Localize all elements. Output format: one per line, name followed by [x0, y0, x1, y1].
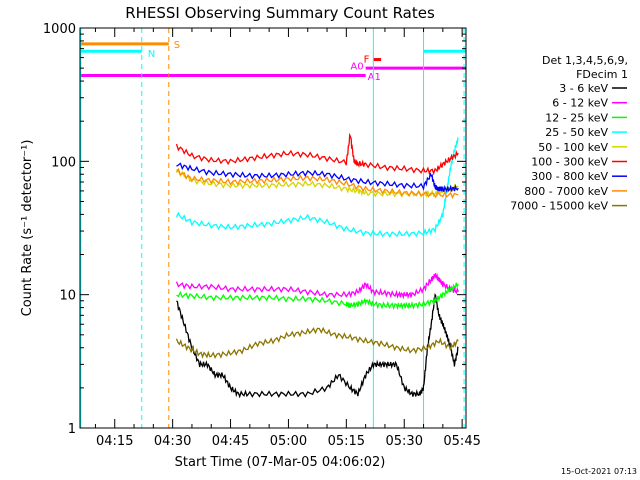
- legend-label: 800 - 7000 keV: [524, 185, 608, 198]
- series-line: [175, 326, 459, 359]
- y-tick-label: 10: [59, 289, 76, 304]
- flag-label: N: [148, 49, 155, 60]
- series-line: [175, 167, 459, 200]
- flag-label: A1: [368, 72, 381, 83]
- x-tick-label: 04:30: [154, 434, 191, 449]
- series-line: [175, 272, 459, 300]
- event-lines: [80, 28, 465, 428]
- x-tick-label: 04:15: [96, 434, 133, 449]
- series-line: [176, 282, 459, 311]
- y-tick-label: 100: [51, 155, 76, 170]
- legend-label: 7000 - 15000 keV: [510, 200, 608, 213]
- legend-label: 50 - 100 keV: [538, 141, 608, 154]
- y-tick-label: 1: [68, 422, 76, 437]
- x-tick-label: 05:15: [328, 434, 365, 449]
- legend-title: FDecim 1: [576, 68, 628, 81]
- chart-title: RHESSI Observing Summary Count Rates: [125, 4, 435, 22]
- legend-label: 100 - 300 keV: [531, 156, 608, 169]
- timestamp: 15-Oct-2021 07:13: [561, 467, 637, 476]
- legend: Det 1,3,4,5,6,9,FDecim 13 - 6 keV 6 - 12 …: [510, 54, 628, 213]
- x-axis-label: Start Time (07-Mar-05 04:06:02): [175, 455, 386, 470]
- series-line: [176, 162, 459, 193]
- x-tick-label: 05:30: [386, 434, 423, 449]
- series-group: [175, 132, 459, 399]
- series-line: [175, 132, 459, 176]
- flag-label: S: [174, 40, 180, 51]
- x-axis: 04:15 04:30 04:45 05:00 05:15 05:30 05:45: [94, 28, 481, 449]
- y-tick-label: 1000: [43, 22, 76, 37]
- series-line: [176, 169, 459, 199]
- x-tick-label: 04:45: [212, 434, 249, 449]
- series-line: [175, 137, 459, 239]
- legend-label: 12 - 25 keV: [545, 111, 608, 124]
- y-axis-label: Count Rate (s⁻¹ detector⁻¹): [20, 140, 35, 317]
- flag-bars: S N FA0 A1: [80, 40, 466, 83]
- flag-label: F: [364, 55, 370, 66]
- legend-label: 6 - 12 keV: [552, 97, 608, 110]
- y-axis: 1 10 100 1000: [43, 22, 466, 437]
- plot-frame: [79, 27, 467, 429]
- legend-label: 25 - 50 keV: [545, 126, 608, 139]
- legend-label: 300 - 800 keV: [531, 170, 608, 183]
- series-line: [176, 293, 459, 399]
- flag-label: A0: [350, 62, 363, 73]
- x-tick-label: 05:45: [443, 434, 480, 449]
- legend-label: 3 - 6 keV: [559, 82, 608, 95]
- x-tick-label: 05:00: [270, 434, 307, 449]
- legend-title: Det 1,3,4,5,6,9,: [542, 54, 628, 67]
